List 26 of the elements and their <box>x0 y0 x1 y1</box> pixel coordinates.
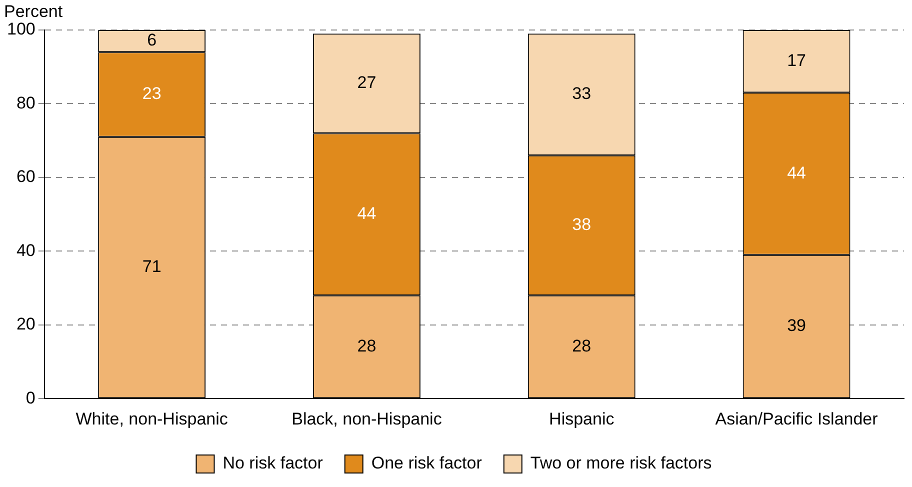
data-label: 71 <box>142 257 162 276</box>
data-label: 28 <box>357 336 376 356</box>
data-label: 33 <box>572 84 592 104</box>
y-tick-label: 20 <box>16 314 36 334</box>
data-label: 39 <box>787 316 806 336</box>
data-label: 17 <box>787 51 806 70</box>
y-tick-label: 100 <box>6 20 36 39</box>
x-tick-label: Black, non-Hispanic <box>292 409 442 428</box>
legend-label: No risk factor <box>222 454 324 473</box>
data-label: 28 <box>572 336 592 356</box>
data-label: 23 <box>142 84 162 104</box>
x-tick-label: Hispanic <box>549 409 615 428</box>
y-tick-label: 60 <box>16 167 36 186</box>
y-axis-title: Percent <box>4 2 63 22</box>
y-tick-label: 80 <box>16 93 36 112</box>
x-tick-label: White, non-Hispanic <box>76 409 228 428</box>
y-tick-label: 40 <box>16 240 36 260</box>
x-tick-label: Asian/Pacific Islander <box>715 409 878 428</box>
y-tick-label: 0 <box>26 388 36 408</box>
data-label: 38 <box>572 215 592 234</box>
data-label: 6 <box>147 30 157 50</box>
legend-label: Two or more risk factors <box>530 454 712 473</box>
data-label: 44 <box>787 163 806 182</box>
legend-label: One risk factor <box>371 454 482 473</box>
data-label: 44 <box>357 204 376 223</box>
data-label: 27 <box>357 73 376 92</box>
